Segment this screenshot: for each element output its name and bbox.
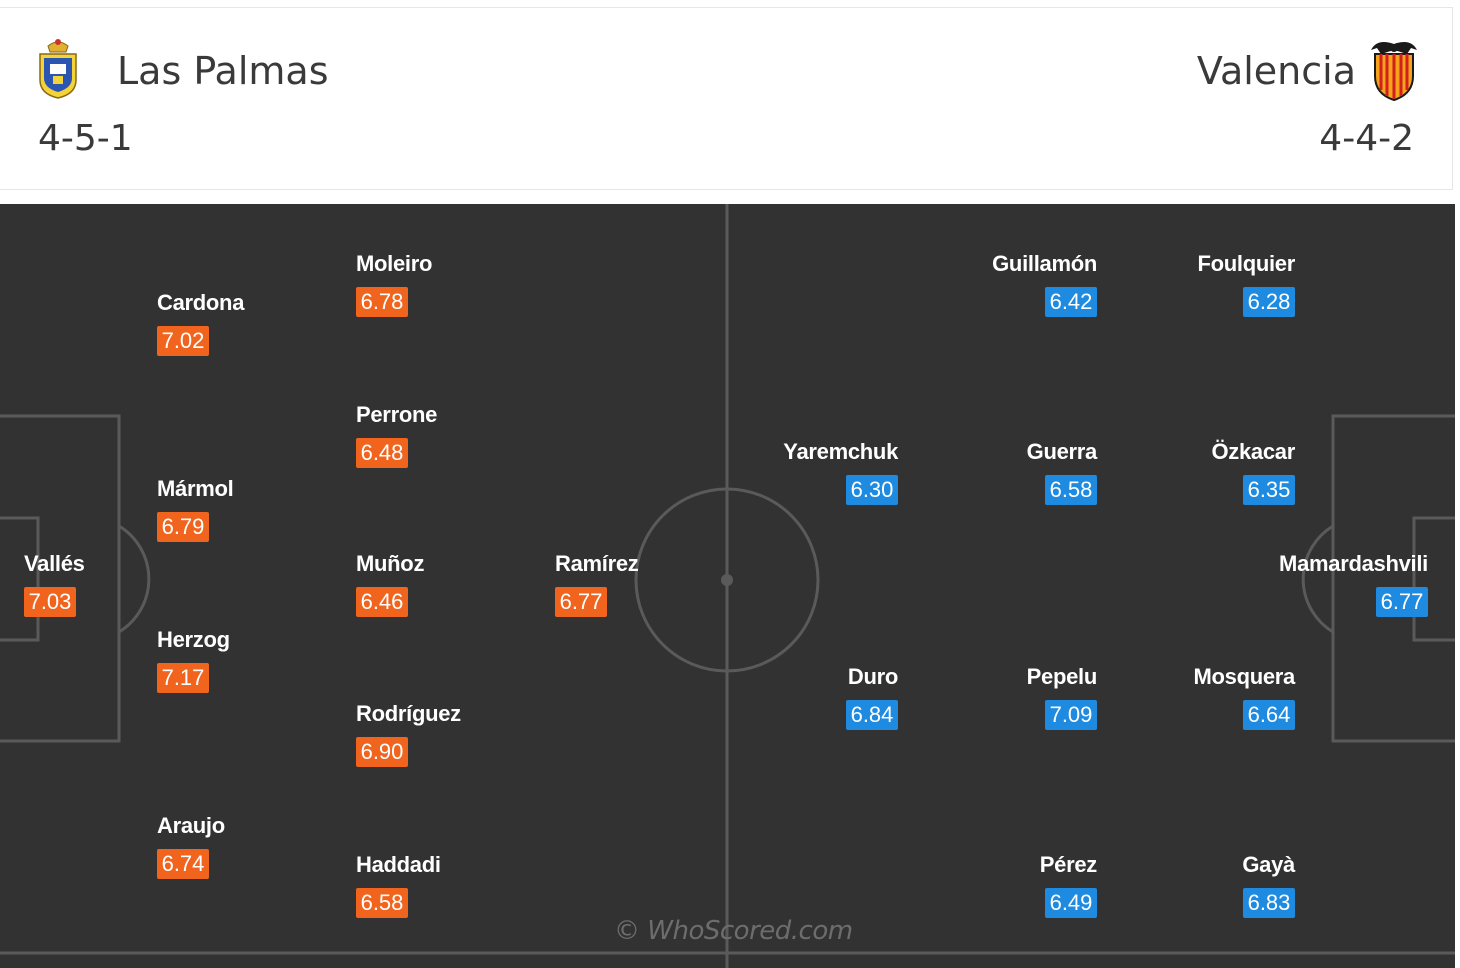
home-player-valles[interactable]: Vallés 7.03 [24,549,244,631]
player-rating: 6.78 [356,287,408,317]
away-player-guillamon[interactable]: Guillamón 6.42 [877,249,1097,331]
player-name: Foulquier [1197,251,1295,276]
away-player-perez[interactable]: Pérez 6.49 [877,850,1097,932]
away-player-guerra[interactable]: Guerra 6.58 [877,437,1097,519]
player-name: Mosquera [1193,664,1295,689]
player-name: Muñoz [356,551,425,576]
player-name: Yaremchuk [783,439,898,464]
player-name: Herzog [157,627,230,652]
player-name: Guerra [1026,439,1098,464]
player-rating: 6.90 [356,737,408,767]
away-team-name[interactable]: Valencia [1196,49,1356,93]
away-player-duro[interactable]: Duro 6.84 [678,662,898,744]
away-player-foulquier[interactable]: Foulquier 6.28 [1075,249,1295,331]
home-player-perrone[interactable]: Perrone 6.48 [356,400,576,482]
player-name: Vallés [24,551,85,576]
home-player-herzog[interactable]: Herzog 7.17 [157,625,377,707]
player-name: Haddadi [356,852,441,877]
player-name: Mármol [157,476,234,501]
player-rating: 6.35 [1243,475,1295,505]
player-rating: 7.09 [1045,700,1097,730]
player-name: Duro [847,664,898,689]
player-rating: 6.83 [1243,888,1295,918]
away-player-mosquera[interactable]: Mosquera 6.64 [1075,662,1295,744]
player-name: Rodríguez [356,701,461,726]
player-rating: 6.42 [1045,287,1097,317]
player-rating: 6.58 [1045,475,1097,505]
away-player-mamardashvili[interactable]: Mamardashvili 6.77 [1208,549,1428,631]
home-player-munoz[interactable]: Muñoz 6.46 [356,549,576,631]
watermark: © WhoScored.com [614,916,853,946]
valencia-bat-crest-icon[interactable] [1367,36,1421,102]
player-rating: 6.79 [157,512,209,542]
player-rating: 6.74 [157,849,209,879]
player-name: Mamardashvili [1279,551,1428,576]
home-player-marmol[interactable]: Mármol 6.79 [157,474,377,556]
player-rating: 6.58 [356,888,408,918]
las-palmas-crest-icon[interactable] [36,36,80,100]
pitch-lines [0,204,1455,968]
home-player-rodriguez[interactable]: Rodríguez 6.90 [356,699,576,781]
player-rating: 6.77 [1376,587,1428,617]
player-rating: 6.64 [1243,700,1295,730]
away-player-gaya[interactable]: Gayà 6.83 [1075,850,1295,932]
away-formation: 4-4-2 [1319,118,1414,159]
player-rating: 7.02 [157,326,209,356]
player-rating: 6.84 [846,700,898,730]
player-rating: 7.17 [157,663,209,693]
home-player-araujo[interactable]: Araujo 6.74 [157,811,377,893]
player-rating: 6.48 [356,438,408,468]
home-player-ramirez[interactable]: Ramírez 6.77 [555,549,775,631]
player-name: Pérez [1039,852,1098,877]
player-name: Özkacar [1211,439,1295,464]
home-team-name[interactable]: Las Palmas [117,49,329,93]
home-player-moleiro[interactable]: Moleiro 6.78 [356,249,576,331]
home-player-cardona[interactable]: Cardona 7.02 [157,288,377,370]
player-name: Perrone [356,402,438,427]
player-name: Guillamón [992,251,1097,276]
pitch: Vallés 7.03 Cardona 7.02 Mármol 6.79 Her… [0,204,1455,968]
match-header: Las Palmas 4-5-1 Valencia 4-4-2 [0,7,1453,190]
player-rating: 6.77 [555,587,607,617]
player-rating: 6.30 [846,475,898,505]
player-name: Pepelu [1026,664,1098,689]
away-player-pepelu[interactable]: Pepelu 7.09 [877,662,1097,744]
player-rating: 6.28 [1243,287,1295,317]
away-player-yaremchuk[interactable]: Yaremchuk 6.30 [678,437,898,519]
player-name: Moleiro [356,251,433,276]
player-rating: 7.03 [24,587,76,617]
player-rating: 6.46 [356,587,408,617]
player-name: Araujo [157,813,225,838]
home-player-haddadi[interactable]: Haddadi 6.58 [356,850,576,932]
player-rating: 6.49 [1045,888,1097,918]
home-formation: 4-5-1 [38,118,133,159]
player-name: Gayà [1242,852,1295,877]
player-name: Cardona [157,290,245,315]
away-player-ozkacar[interactable]: Özkacar 6.35 [1075,437,1295,519]
player-name: Ramírez [555,551,639,576]
